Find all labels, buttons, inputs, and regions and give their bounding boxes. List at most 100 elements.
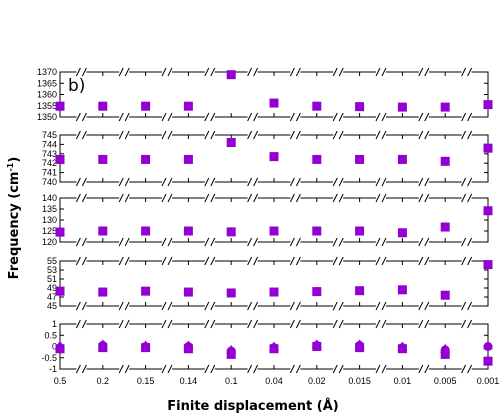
axis-break-gap [247, 68, 258, 76]
y-tick-label: 135 [42, 204, 57, 214]
axis-break-mark [418, 130, 424, 140]
axis-break-mark [204, 67, 210, 77]
axis-break-mark [461, 256, 467, 266]
axis-break-mark [381, 130, 387, 140]
axis-break-mark [204, 256, 210, 266]
axis-break-gap [290, 68, 301, 76]
axis-break-gap [162, 131, 172, 139]
y-tick-label: 745 [42, 130, 57, 140]
axis-break-mark [338, 193, 344, 203]
y-tick-label: 1365 [37, 78, 57, 88]
axis-break-mark [424, 237, 430, 247]
axis-break-mark [75, 237, 81, 247]
axis-break-mark [418, 256, 424, 266]
axis-break-mark [81, 364, 87, 374]
axis-break-mark [467, 301, 473, 311]
axis-break-mark [289, 112, 295, 122]
data-point-square [98, 154, 108, 164]
axis-break-mark [295, 177, 301, 187]
axis-break-gap [333, 257, 344, 265]
axis-break-gap [376, 320, 386, 328]
data-point-square [183, 101, 193, 111]
axis-break-mark [81, 256, 87, 266]
y-tick-label: 741 [42, 168, 57, 178]
axis-break-mark [118, 193, 124, 203]
axis-break-mark [118, 112, 124, 122]
axis-break-gap [290, 113, 301, 121]
axis-break-gap [247, 257, 258, 265]
axis-break-mark [375, 193, 381, 203]
axis-break-mark [167, 130, 173, 140]
y-axis-title-text: Frequency (cm [7, 172, 22, 280]
axis-break-mark [381, 364, 387, 374]
axis-break-gap [76, 113, 87, 121]
y-axis-title: Frequency (cm-1) [6, 157, 22, 280]
axis-break-gap [76, 302, 87, 310]
axis-break-gap [76, 194, 87, 202]
axis-break-mark [161, 364, 167, 374]
y-tick-label: 1355 [37, 101, 57, 111]
axis-break-mark [289, 319, 295, 329]
axis-break-gap [418, 302, 429, 310]
axis-break-mark [75, 193, 81, 203]
y-tick-label: 53 [47, 265, 57, 275]
axis-break-mark [204, 319, 210, 329]
axis-break-mark [124, 319, 130, 329]
axis-break-gap [376, 302, 386, 310]
axis-break-gap [119, 365, 130, 373]
axis-break-mark [253, 193, 259, 203]
axis-break-mark [375, 112, 381, 122]
axis-break-mark [332, 301, 338, 311]
axis-break-gap [418, 238, 429, 246]
axis-break-gap [119, 257, 130, 265]
axis-break-gap [333, 320, 344, 328]
axis-break-mark [467, 256, 473, 266]
axis-break-mark [289, 67, 295, 77]
axis-break-gap [247, 320, 258, 328]
y-tick-label: 743 [42, 149, 57, 159]
axis-break-mark [167, 237, 173, 247]
data-point-square [98, 287, 108, 297]
data-point-square [141, 226, 151, 236]
axis-break-mark [332, 130, 338, 140]
x-tick-label: 0.005 [434, 376, 457, 386]
axis-break-mark [210, 301, 216, 311]
axis-break-mark [467, 130, 473, 140]
axis-break-mark [161, 319, 167, 329]
x-tick-label: 0.5 [54, 376, 67, 386]
axis-break-gap [376, 178, 386, 186]
axis-break-gap [247, 302, 258, 310]
axis-break-mark [289, 301, 295, 311]
axis-break-gap [376, 131, 386, 139]
data-point-triangle [397, 341, 408, 351]
axis-break-mark [338, 177, 344, 187]
axis-break-gap [247, 194, 258, 202]
axis-break-gap [204, 302, 215, 310]
axis-break-gap [290, 257, 301, 265]
axis-break-mark [295, 237, 301, 247]
data-point-square [397, 154, 407, 164]
axis-break-gap [418, 194, 429, 202]
axis-break-mark [461, 67, 467, 77]
axis-break-mark [289, 237, 295, 247]
axis-break-gap [76, 365, 87, 373]
axis-break-gap [376, 113, 386, 121]
axis-break-mark [204, 130, 210, 140]
y-tick-label: 49 [47, 283, 57, 293]
x-tick-label: 0.01 [394, 376, 412, 386]
axis-break-gap [418, 365, 429, 373]
axis-break-gap [162, 302, 172, 310]
axis-break-mark [467, 193, 473, 203]
data-point-square [355, 154, 365, 164]
axis-break-mark [247, 256, 253, 266]
axis-break-gap [162, 68, 172, 76]
data-point-triangle [55, 340, 65, 350]
y-tick-label: 45 [47, 301, 57, 311]
axis-break-gap [461, 365, 472, 373]
axis-break-mark [210, 364, 216, 374]
axis-break-gap [333, 113, 344, 121]
x-tick-label: 0.015 [348, 376, 371, 386]
axis-break-gap [204, 320, 215, 328]
axis-break-mark [381, 112, 387, 122]
data-point-triangle [440, 343, 451, 353]
